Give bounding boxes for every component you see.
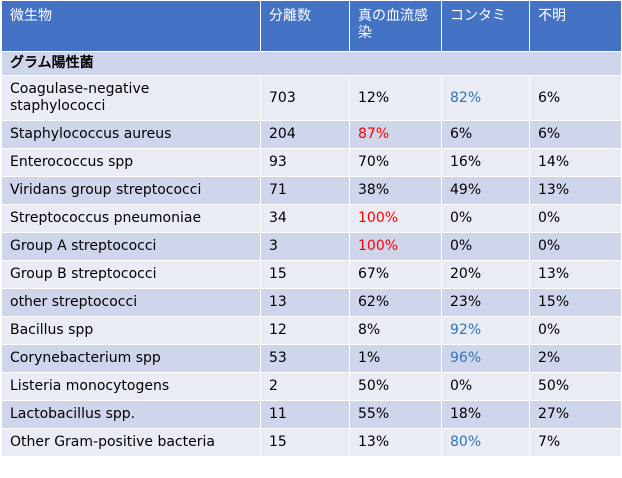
true-bsi-cell: 100% xyxy=(349,204,442,233)
table-row: Streptococcus pneumoniae 34 100% 0% 0% xyxy=(1,204,622,233)
true-bsi-cell: 38% xyxy=(349,176,442,205)
table-row: Corynebacterium spp 53 1% 96% 2% xyxy=(1,344,622,373)
true-bsi-cell: 50% xyxy=(349,372,442,401)
unknown-cell: 2% xyxy=(529,344,622,373)
true-bsi-cell: 62% xyxy=(349,288,442,317)
organism-cell: Viridans group streptococci xyxy=(1,176,261,205)
group-label: グラム陽性菌 xyxy=(1,51,622,76)
contaminant-cell: 80% xyxy=(441,428,530,457)
table-row: Listeria monocytogens 2 50% 0% 50% xyxy=(1,372,622,401)
table-row: Enterococcus spp 93 70% 16% 14% xyxy=(1,148,622,177)
table-row: Coagulase-negative staphylococci 703 12% 82… xyxy=(1,75,622,121)
unknown-cell: 27% xyxy=(529,400,622,429)
isolates-cell: 204 xyxy=(260,120,350,149)
header-isolates: 分離数 xyxy=(260,0,350,52)
header-organism: 微生物 xyxy=(1,0,261,52)
isolates-cell: 12 xyxy=(260,316,350,345)
contaminant-cell: 16% xyxy=(441,148,530,177)
organism-cell: other streptococci xyxy=(1,288,261,317)
true-bsi-cell: 13% xyxy=(349,428,442,457)
unknown-cell: 13% xyxy=(529,176,622,205)
true-bsi-cell: 1% xyxy=(349,344,442,373)
header-unknown: 不明 xyxy=(529,0,622,52)
group-row: グラム陽性菌 xyxy=(1,51,622,76)
contaminant-cell: 0% xyxy=(441,204,530,233)
blood-culture-table: 微生物 分離数 真の血流感染 コンタミ 不明 グラム陽性菌 Coagulase-… xyxy=(1,0,622,457)
organism-cell: Coagulase-negative staphylococci xyxy=(1,75,261,121)
contaminant-cell: 23% xyxy=(441,288,530,317)
organism-cell: Staphylococcus aureus xyxy=(1,120,261,149)
contaminant-cell: 0% xyxy=(441,372,530,401)
organism-cell: Listeria monocytogens xyxy=(1,372,261,401)
unknown-cell: 7% xyxy=(529,428,622,457)
header-row: 微生物 分離数 真の血流感染 コンタミ 不明 xyxy=(1,0,622,52)
isolates-cell: 3 xyxy=(260,232,350,261)
true-bsi-cell: 55% xyxy=(349,400,442,429)
isolates-cell: 2 xyxy=(260,372,350,401)
contaminant-cell: 20% xyxy=(441,260,530,289)
unknown-cell: 14% xyxy=(529,148,622,177)
table-row: Staphylococcus aureus 204 87% 6% 6% xyxy=(1,120,622,149)
organism-cell: Enterococcus spp xyxy=(1,148,261,177)
table-row: Group A streptococci 3 100% 0% 0% xyxy=(1,232,622,261)
organism-cell: Bacillus spp xyxy=(1,316,261,345)
true-bsi-cell: 12% xyxy=(349,75,442,121)
true-bsi-cell: 70% xyxy=(349,148,442,177)
isolates-cell: 13 xyxy=(260,288,350,317)
organism-cell: Group A streptococci xyxy=(1,232,261,261)
unknown-cell: 13% xyxy=(529,260,622,289)
contaminant-cell: 49% xyxy=(441,176,530,205)
unknown-cell: 0% xyxy=(529,204,622,233)
true-bsi-cell: 67% xyxy=(349,260,442,289)
table-row: other streptococci 13 62% 23% 15% xyxy=(1,288,622,317)
isolates-cell: 71 xyxy=(260,176,350,205)
unknown-cell: 50% xyxy=(529,372,622,401)
unknown-cell: 6% xyxy=(529,120,622,149)
true-bsi-cell: 87% xyxy=(349,120,442,149)
true-bsi-cell: 8% xyxy=(349,316,442,345)
organism-cell: Streptococcus pneumoniae xyxy=(1,204,261,233)
isolates-cell: 93 xyxy=(260,148,350,177)
table-row: Bacillus spp 12 8% 92% 0% xyxy=(1,316,622,345)
header-true-bsi: 真の血流感染 xyxy=(349,0,442,52)
contaminant-cell: 6% xyxy=(441,120,530,149)
table-row: Lactobacillus spp. 11 55% 18% 27% xyxy=(1,400,622,429)
isolates-cell: 34 xyxy=(260,204,350,233)
table-row: Other Gram-positive bacteria 15 13% 80% 7% xyxy=(1,428,622,457)
isolates-cell: 703 xyxy=(260,75,350,121)
unknown-cell: 6% xyxy=(529,75,622,121)
organism-cell: Lactobacillus spp. xyxy=(1,400,261,429)
isolates-cell: 15 xyxy=(260,260,350,289)
organism-cell: Other Gram-positive bacteria xyxy=(1,428,261,457)
header-contaminant: コンタミ xyxy=(441,0,530,52)
isolates-cell: 11 xyxy=(260,400,350,429)
isolates-cell: 53 xyxy=(260,344,350,373)
organism-cell: Group B streptococci xyxy=(1,260,261,289)
unknown-cell: 0% xyxy=(529,232,622,261)
contaminant-cell: 92% xyxy=(441,316,530,345)
unknown-cell: 0% xyxy=(529,316,622,345)
contaminant-cell: 82% xyxy=(441,75,530,121)
table-row: Group B streptococci 15 67% 20% 13% xyxy=(1,260,622,289)
organism-cell: Corynebacterium spp xyxy=(1,344,261,373)
contaminant-cell: 96% xyxy=(441,344,530,373)
true-bsi-cell: 100% xyxy=(349,232,442,261)
table-row: Viridans group streptococci 71 38% 49% 13% xyxy=(1,176,622,205)
contaminant-cell: 0% xyxy=(441,232,530,261)
isolates-cell: 15 xyxy=(260,428,350,457)
unknown-cell: 15% xyxy=(529,288,622,317)
contaminant-cell: 18% xyxy=(441,400,530,429)
